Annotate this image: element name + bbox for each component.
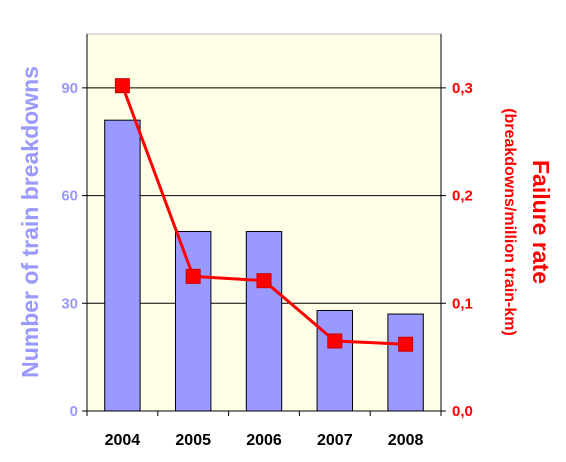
failure-rate-line <box>114 78 414 352</box>
right-tick-label: 0,1 <box>452 295 473 312</box>
left-tick-label: 30 <box>61 295 78 312</box>
right-axis-subtitle: (breakdowns/million train-km) <box>501 108 518 336</box>
marker-2007 <box>327 333 343 349</box>
right-tick-label: 0,3 <box>452 80 473 97</box>
marker-2006 <box>256 273 272 289</box>
left-tick-label: 90 <box>61 80 78 97</box>
x-tick-label: 2007 <box>317 432 353 449</box>
marker-2005 <box>185 268 201 284</box>
bar-2005 <box>175 230 212 412</box>
marker-2004 <box>114 78 130 94</box>
axes: 0 30 60 90 0,0 0,1 0,2 0,3 2004 2005 2006 2007 2008 <box>61 34 473 449</box>
bar-2008 <box>387 313 424 412</box>
x-tick-label: 2008 <box>388 432 424 449</box>
bar-2007 <box>316 309 354 412</box>
axis-labels: Number of train breakdowns Failure rate … <box>17 66 554 378</box>
left-tick-label: 0 <box>70 403 78 420</box>
x-tick-label: 2005 <box>175 432 211 449</box>
bars <box>104 119 424 412</box>
bar-2006 <box>245 230 283 412</box>
bar-2004 <box>104 119 141 412</box>
right-axis-title: Failure rate <box>528 160 554 284</box>
right-tick-label: 0,2 <box>452 188 473 205</box>
marker-2008 <box>398 336 414 352</box>
left-axis-title: Number of train breakdowns <box>17 66 43 378</box>
left-tick-label: 60 <box>61 188 78 205</box>
right-tick-label: 0,0 <box>452 403 473 420</box>
x-tick-label: 2004 <box>105 432 141 449</box>
x-tick-label: 2006 <box>246 432 282 449</box>
